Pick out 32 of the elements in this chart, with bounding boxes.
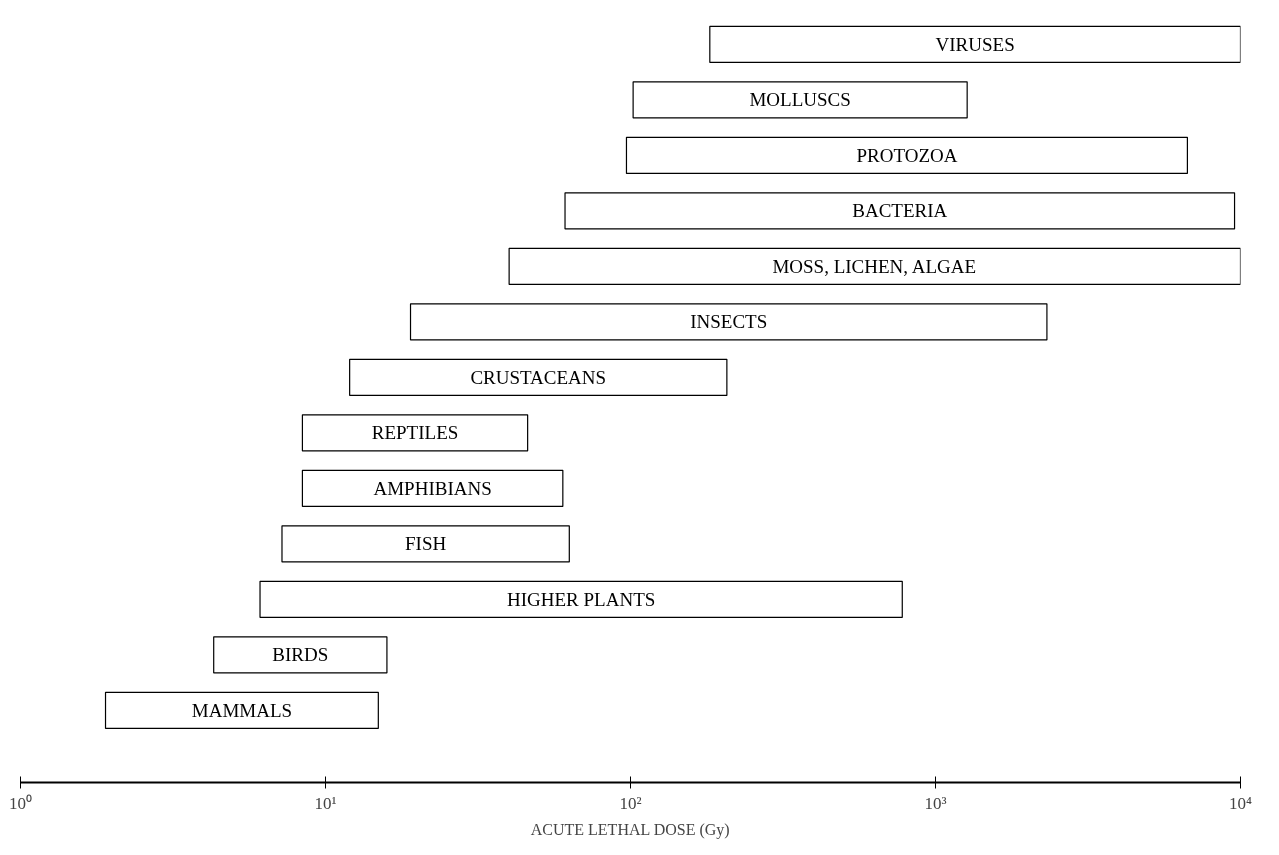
bar bbox=[409, 303, 1048, 341]
y-tick-label: MOLLUSCS bbox=[749, 89, 851, 111]
x-tick-label: 10¹ bbox=[314, 793, 337, 813]
bar bbox=[349, 358, 728, 396]
y-tick-label: FISH bbox=[405, 533, 447, 555]
y-tick-label: MAMMALS bbox=[191, 699, 293, 721]
bar bbox=[709, 25, 1241, 63]
bar bbox=[564, 192, 1236, 230]
x-axis-title: ACUTE LETHAL DOSE (Gy) bbox=[530, 820, 730, 839]
y-tick-label: REPTILES bbox=[371, 422, 459, 444]
bar bbox=[625, 136, 1188, 174]
bar bbox=[632, 81, 968, 119]
y-tick-label: INSECTS bbox=[690, 311, 768, 333]
bar bbox=[104, 691, 379, 729]
bar bbox=[213, 636, 388, 674]
y-tick-label: MOSS, LICHEN, ALGAE bbox=[772, 255, 977, 277]
x-tick-label: 10⁰ bbox=[9, 793, 32, 813]
x-tick-label: 10³ bbox=[924, 793, 947, 813]
y-tick-label: AMPHIBIANS bbox=[373, 477, 492, 499]
y-tick-label: HIGHER PLANTS bbox=[506, 588, 656, 610]
y-tick-label: PROTOZOA bbox=[856, 144, 958, 166]
y-tick-label: CRUSTACEANS bbox=[470, 366, 607, 388]
bar bbox=[281, 525, 570, 563]
x-tick-label: 10² bbox=[619, 793, 642, 813]
bar bbox=[508, 247, 1241, 285]
bar bbox=[301, 469, 564, 507]
y-tick-label: BIRDS bbox=[272, 644, 329, 666]
x-tick-label: 10⁴ bbox=[1229, 793, 1253, 813]
y-tick-label: BACTERIA bbox=[852, 200, 948, 222]
bar bbox=[259, 580, 903, 618]
y-tick-label: VIRUSES bbox=[935, 33, 1015, 55]
bar bbox=[301, 414, 529, 452]
